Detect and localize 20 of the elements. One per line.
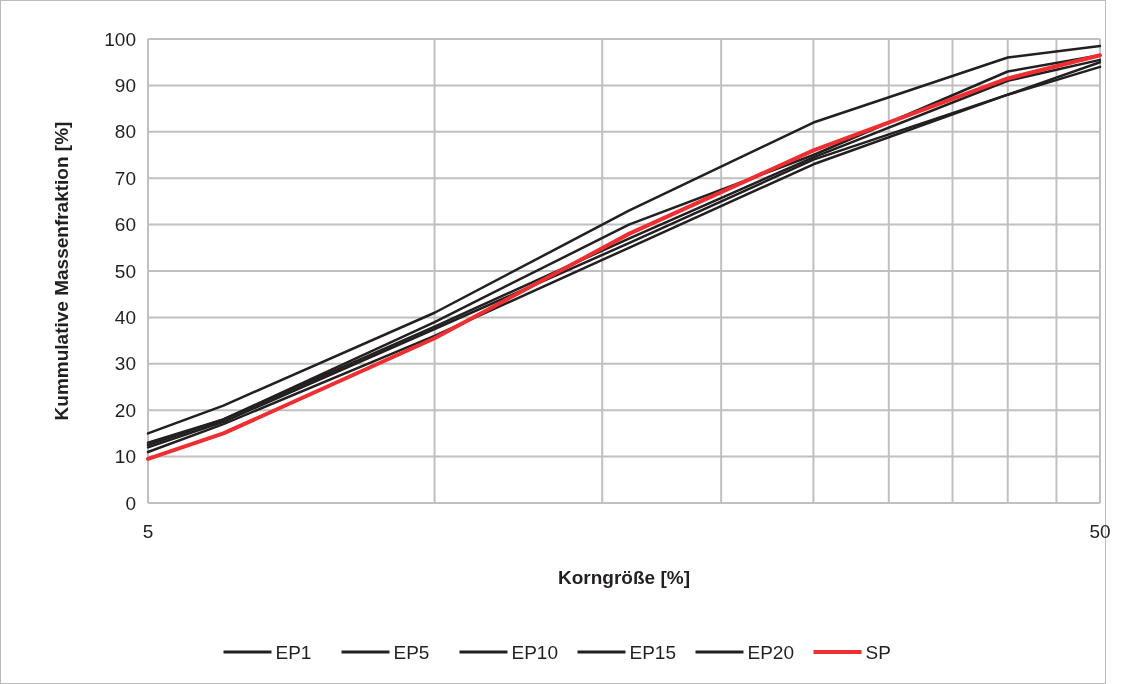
y-tick-label: 90 (114, 75, 136, 97)
y-tick-label: 50 (114, 260, 136, 282)
y-tick-label: 60 (114, 214, 136, 236)
legend-label: SP (865, 641, 891, 663)
legend-label: EP1 (275, 641, 312, 663)
y-tick-label: 10 (114, 446, 136, 468)
legend-label: EP5 (393, 641, 430, 663)
y-tick-label: 80 (114, 121, 136, 143)
y-tick-label: 20 (114, 399, 136, 421)
y-tick-label: 30 (114, 353, 136, 375)
y-tick-label: 70 (114, 167, 136, 189)
y-tick-label: 40 (114, 307, 136, 329)
x-tick-label: 5 (142, 521, 154, 542)
y-tick-label: 0 (125, 492, 136, 514)
legend-label: EP20 (747, 641, 794, 663)
legend-label: EP15 (629, 641, 676, 663)
legend-label: EP10 (511, 641, 558, 663)
y-axis-title: Kummulative Massenfraktion [%] (51, 121, 72, 421)
x-axis-title: Korngröße [%] (558, 567, 690, 588)
y-tick-label: 100 (104, 28, 136, 50)
